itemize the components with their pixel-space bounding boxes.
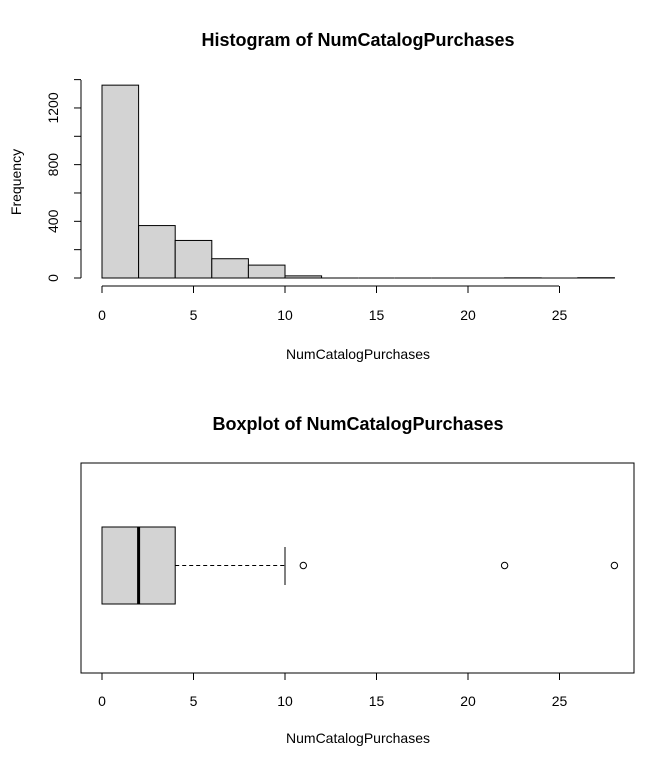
boxplot-outlier-point (500, 561, 509, 570)
histogram-panel: Histogram of NumCatalogPurchases 0 5 10 15 2… (8, 30, 615, 362)
histogram-bars (101, 84, 615, 279)
histogram-x-label: NumCatalogPurchases (286, 346, 430, 362)
histogram-bar (284, 275, 323, 279)
boxplot-x-tick-label: 5 (190, 693, 198, 709)
boxplot-x-tick-label: 25 (552, 693, 568, 709)
histogram-x-tick-label: 25 (552, 307, 568, 323)
histogram-y-tick-label: 0 (45, 274, 61, 282)
histogram-y-tick-label: 400 (45, 209, 61, 233)
histogram-bar (138, 225, 176, 279)
histogram-bar (174, 239, 213, 279)
histogram-x-tick-label: 0 (98, 307, 106, 323)
boxplot-x-axis: 0 5 10 15 20 25 (98, 672, 568, 709)
boxplot-x-tick-label: 15 (369, 693, 385, 709)
histogram-y-axis: 0 400 800 1200 (45, 79, 82, 282)
histogram-title: Histogram of NumCatalogPurchases (201, 30, 514, 50)
boxplot-elements (101, 526, 619, 605)
boxplot-x-label: NumCatalogPurchases (286, 730, 430, 746)
boxplot-outlier-point (610, 561, 619, 570)
boxplot-x-tick-label: 20 (460, 693, 476, 709)
histogram-x-tick-label: 15 (369, 307, 385, 323)
histogram-bar (211, 258, 249, 279)
histogram-y-tick-label: 800 (45, 153, 61, 177)
boxplot-title: Boxplot of NumCatalogPurchases (212, 414, 503, 434)
histogram-y-tick-label: 1200 (45, 92, 61, 123)
histogram-x-tick-label: 20 (460, 307, 476, 323)
boxplot-x-tick-label: 10 (277, 693, 293, 709)
histogram-x-axis: 0 5 10 15 20 25 (98, 285, 568, 323)
boxplot-panel: Boxplot of NumCatalogPurchases 0 5 10 15 20 2… (80, 414, 635, 746)
histogram-x-tick-label: 10 (277, 307, 293, 323)
boxplot-outlier-point (299, 561, 307, 570)
boxplot-x-tick-label: 0 (98, 693, 106, 709)
histogram-x-tick-label: 5 (190, 307, 198, 323)
histogram-bar (247, 264, 286, 279)
histogram-y-label: Frequency (8, 149, 24, 215)
histogram-bar (101, 84, 140, 279)
